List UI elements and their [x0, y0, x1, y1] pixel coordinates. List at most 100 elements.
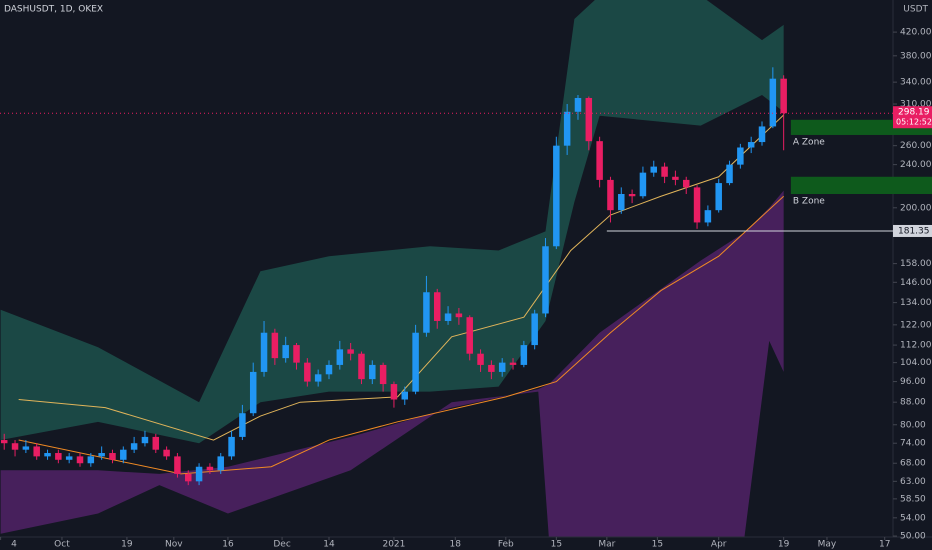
candle-body	[726, 164, 733, 184]
candle-body	[282, 345, 289, 359]
y-tick-label: 420.00	[900, 28, 932, 38]
candle-body	[682, 179, 690, 188]
chart-title: DASHUSDT, 1D, OKEX	[4, 5, 103, 15]
candle-body	[672, 176, 679, 180]
candle-body	[336, 349, 344, 365]
candle-body	[174, 456, 181, 474]
y-tick-label: 112.00	[900, 341, 932, 351]
x-tick-label: 2021	[382, 540, 405, 550]
zone-label: B Zone	[793, 196, 825, 206]
candle-body	[379, 364, 387, 385]
candle-body	[769, 78, 777, 127]
candle-body	[217, 456, 224, 471]
candle-body	[347, 349, 354, 354]
x-tick-label: Nov	[165, 540, 183, 550]
candle-body	[55, 453, 62, 460]
y-tick-label: 68.00	[900, 459, 926, 469]
candle-body	[661, 166, 668, 177]
y-tick-label: 240.00	[900, 160, 932, 170]
candle-body	[574, 97, 582, 112]
zone-label: A Zone	[793, 137, 825, 147]
candle-body	[239, 413, 246, 437]
candle-body	[509, 362, 517, 365]
y-tick-label: 88.00	[900, 398, 926, 408]
candle-body	[228, 436, 235, 457]
candle-body	[76, 456, 84, 464]
candle-body	[618, 193, 625, 211]
candle-body	[390, 384, 398, 400]
level-tag	[893, 224, 932, 237]
candle-body	[423, 292, 430, 333]
candle-body	[433, 292, 441, 321]
candle-body	[44, 453, 51, 457]
x-tick-label: 18	[450, 540, 462, 550]
x-tick-label: Dec	[273, 540, 290, 550]
candle-body	[185, 473, 192, 482]
candle-body	[488, 364, 495, 372]
x-tick-label: 19	[121, 540, 133, 550]
y-tick-label: 122.00	[900, 320, 932, 330]
band-area	[0, 190, 784, 537]
y-tick-label: 54.00	[900, 513, 926, 523]
candle-body	[553, 145, 560, 247]
last-price-label: 298.19	[898, 108, 930, 118]
moving-average	[18, 195, 785, 475]
zone-box	[790, 176, 932, 194]
y-tick-label: 104.00	[900, 358, 932, 368]
candle-body	[206, 466, 214, 471]
candle-body	[249, 371, 257, 414]
candle-body	[585, 97, 593, 142]
x-tick-label: 14	[323, 540, 335, 550]
candle-body	[747, 142, 755, 148]
candle-body	[401, 391, 409, 400]
y-tick-label: 63.00	[900, 477, 926, 487]
candle-body	[195, 466, 203, 482]
y-tick-label: 80.00	[900, 420, 926, 430]
x-tick-label: May	[818, 540, 837, 550]
x-tick-label: Oct	[54, 540, 70, 550]
candle-body	[293, 345, 300, 363]
candle-body	[498, 362, 506, 372]
candle-body	[650, 166, 658, 173]
currency-label: USDT	[903, 5, 928, 15]
y-tick-label: 74.00	[900, 439, 926, 449]
candle-body	[628, 193, 636, 197]
level-label: 181.35	[898, 226, 930, 236]
candle-body	[444, 313, 452, 321]
y-tick-label: 134.00	[900, 298, 932, 308]
candle-body	[87, 456, 95, 464]
candle-body	[715, 183, 722, 211]
candle-body	[304, 362, 311, 382]
y-tick-label: 200.00	[900, 203, 932, 213]
candle-body	[369, 364, 376, 380]
candle-body	[120, 449, 127, 460]
candle-body	[780, 78, 787, 114]
candle-body	[466, 317, 473, 354]
candle-body	[704, 210, 712, 223]
last-price-tag	[893, 106, 932, 129]
candle-body	[152, 436, 160, 450]
candle-body	[542, 246, 549, 314]
candle-body	[0, 440, 8, 444]
candle-body	[477, 353, 484, 365]
candle-body	[22, 446, 30, 450]
candle-body	[737, 147, 744, 165]
plot-area	[0, 0, 787, 537]
y-tick-label: 96.00	[900, 377, 926, 387]
candle-body	[141, 436, 149, 444]
y-tick-label: 340.00	[900, 78, 932, 88]
x-tick-label: 15	[551, 540, 562, 550]
x-tick-label: 19	[778, 540, 790, 550]
candle-body	[758, 126, 766, 143]
x-tick-label: 17	[879, 540, 890, 550]
candle-body	[607, 179, 614, 211]
candle-body	[455, 313, 463, 318]
candle-body	[163, 449, 170, 457]
x-tick-label: Apr	[711, 540, 727, 550]
candle-body	[33, 446, 40, 457]
candle-body	[693, 187, 701, 223]
candle-body	[520, 345, 528, 365]
candle-body	[98, 453, 105, 457]
y-tick-label: 310.00	[900, 100, 932, 110]
